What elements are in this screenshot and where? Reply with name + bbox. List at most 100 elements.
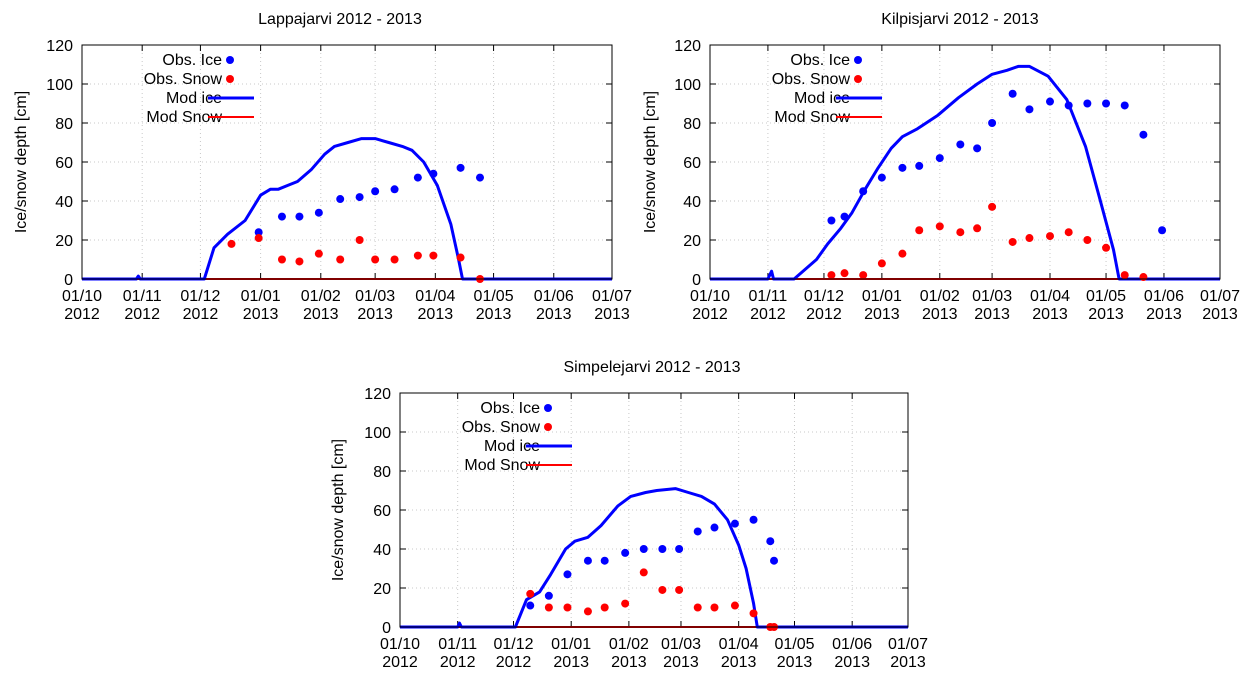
x-tick-label: 01/02: [609, 636, 649, 653]
series-obs-ice-point: [730, 519, 739, 528]
series-obs-ice-point: [1046, 97, 1054, 106]
series-obs-snow-point: [988, 202, 997, 211]
legend-entry: Obs. Ice: [790, 52, 862, 69]
x-tick-label: 01/02: [301, 288, 341, 305]
series-obs-ice-point: [429, 169, 438, 178]
y-tick-label: 120: [674, 38, 701, 55]
chart-panel-3: Simpelejarvi 2012 - 2013 0 20 40 60 80 100 120 0…: [330, 359, 928, 671]
y-axis-label: Ice/snow depth [cm]: [13, 91, 30, 233]
x-tick-label: 01/06: [832, 636, 872, 653]
x-tick-label: 01/04: [415, 288, 455, 305]
x-tick-label-year: 2013: [303, 306, 339, 323]
series-obs-snow-point: [710, 603, 719, 612]
legend-label: Obs. Ice: [162, 52, 222, 69]
series-obs-snow-point: [1064, 228, 1073, 237]
x-tick-label-year: 2013: [777, 654, 813, 671]
series-obs-ice-point: [827, 216, 836, 225]
x-tick-label-year: 2013: [1032, 306, 1068, 323]
x-tick-label-year: 2012: [440, 654, 476, 671]
series-obs-snow-point: [336, 255, 345, 264]
x-tick-label-year: 2013: [611, 654, 647, 671]
x-tick-label-year: 2013: [864, 306, 900, 323]
series-obs-snow-point: [429, 251, 438, 260]
series-obs-ice-point: [973, 144, 982, 153]
x-tick-label-year: 2013: [1146, 306, 1182, 323]
series-obs-snow-point: [827, 271, 836, 280]
series-obs-ice-point: [456, 163, 465, 172]
x-tick-label-year: 2013: [357, 306, 393, 323]
series-obs-ice-point: [749, 515, 758, 524]
x-tick-label-year: 2013: [890, 654, 926, 671]
y-tick-label: 120: [46, 38, 73, 55]
series-obs-snow-point: [227, 239, 236, 248]
legend-entry: Obs. Snow: [462, 419, 552, 436]
series-obs-ice-point: [675, 545, 684, 553]
legend-label: Obs. Snow: [462, 419, 541, 436]
series-obs-ice-point: [1025, 105, 1034, 114]
series-obs-ice-point: [526, 601, 535, 610]
plot-frame: [399, 392, 909, 628]
series-obs-ice-point: [1158, 226, 1167, 235]
x-tick-label-year: 2013: [594, 306, 630, 323]
chart-title: Simpelejarvi 2012 - 2013: [564, 359, 741, 376]
x-tick-label: 01/06: [534, 288, 574, 305]
x-tick-label-year: 2012: [64, 306, 100, 323]
series-obs-ice-point: [1102, 99, 1111, 108]
x-tick-label-year: 2013: [663, 654, 699, 671]
series-obs-snow-point: [456, 253, 465, 262]
series-obs-snow-point: [1102, 243, 1111, 252]
series-obs-snow-point: [935, 222, 944, 231]
series-obs-ice-point: [658, 545, 667, 553]
series-obs-ice-point: [877, 173, 886, 182]
chart-panel-2: Kilpisjarvi 2012 - 2013 0 20 40 60 80 100 120 01…: [642, 11, 1240, 323]
x-tick-label-year: 2012: [806, 306, 842, 323]
series-obs-snow-point: [1083, 236, 1092, 244]
series-mod-ice-line: [82, 137, 612, 281]
legend-label: Obs. Snow: [772, 71, 851, 88]
series-obs-ice-point: [988, 119, 997, 127]
x-tick-label: 01/12: [804, 288, 844, 305]
legend-marker: [854, 56, 862, 64]
legend-label: Mod ice: [484, 438, 540, 455]
x-tick-label: 01/04: [719, 636, 759, 653]
x-tick-label: 01/02: [920, 288, 960, 305]
series-obs-ice-point: [1139, 130, 1148, 139]
plot-frame: [81, 44, 613, 280]
x-tick-label: 01/11: [748, 288, 787, 305]
y-tick-label: 120: [364, 386, 391, 403]
x-tick-label: 01/07: [888, 636, 928, 653]
series-obs-ice-point: [770, 556, 779, 565]
y-tick-label: 80: [55, 116, 73, 133]
x-tick-label: 01/12: [493, 636, 533, 653]
x-tick-label-year: 2013: [974, 306, 1010, 323]
y-tick-label: 80: [373, 464, 391, 481]
x-tick-label-year: 2013: [476, 306, 512, 323]
legend-entry: Obs. Ice: [162, 52, 234, 69]
x-tick-label: 01/03: [355, 288, 395, 305]
series-obs-ice-point: [915, 161, 924, 170]
series-obs-snow-point: [639, 568, 648, 577]
series-obs-snow-point: [277, 255, 286, 264]
series-obs-ice-point: [314, 208, 323, 217]
series-obs-ice-point: [583, 556, 592, 565]
x-tick-label-year: 2013: [834, 654, 870, 671]
y-tick-label: 0: [692, 272, 701, 289]
x-tick-label: 01/05: [474, 288, 514, 305]
series-obs-snow-point: [1025, 234, 1034, 243]
x-tick-label-year: 2013: [536, 306, 572, 323]
series-obs-snow-point: [254, 234, 263, 243]
x-tick-label: 01/01: [551, 636, 591, 653]
chart-title: Lappajarvi 2012 - 2013: [258, 11, 422, 28]
series-obs-snow-point: [544, 603, 553, 612]
legend-label: Mod ice: [794, 90, 850, 107]
y-axis-label: Ice/snow depth [cm]: [642, 91, 659, 233]
legend-label: Mod Snow: [464, 457, 540, 474]
legend-entry: Mod Snow: [464, 457, 572, 474]
x-tick-label-year: 2012: [382, 654, 418, 671]
legend-label: Obs. Ice: [480, 400, 540, 417]
x-tick-label: 01/10: [690, 288, 730, 305]
y-tick-label: 100: [674, 77, 701, 94]
y-tick-label: 20: [373, 581, 391, 598]
series-obs-ice-point: [563, 570, 572, 579]
